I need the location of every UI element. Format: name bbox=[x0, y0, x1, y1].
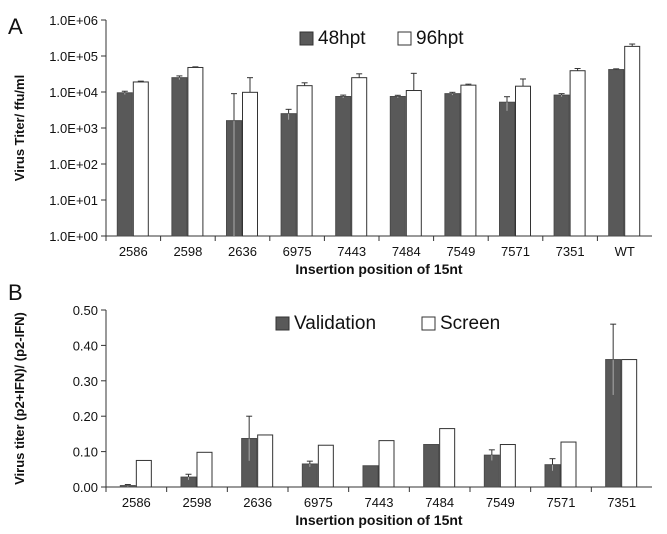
y-tick-label: 1.0E+03 bbox=[49, 121, 98, 136]
x-tick-label: 7549 bbox=[486, 495, 515, 510]
panel-a: A 1.0E+00 1.0E+01 1.0E+02 1.0E+03 1.0E+04 1.0E… bbox=[8, 13, 652, 277]
bar-48hpt-WT bbox=[608, 69, 625, 237]
bar-validation-7443 bbox=[362, 465, 379, 488]
y-tick-label: 1.0E+00 bbox=[49, 229, 98, 244]
y-tick-label: 1.0E+04 bbox=[49, 85, 98, 100]
panel-label: B bbox=[8, 280, 23, 305]
y-tick-label: 0.40 bbox=[73, 338, 98, 353]
bar-96hpt-7443 bbox=[351, 77, 368, 237]
panel-label: A bbox=[8, 14, 23, 39]
legend-swatch-validation bbox=[275, 316, 290, 331]
y-tick-label: 0.50 bbox=[73, 303, 98, 318]
legend-label-validation: Validation bbox=[294, 313, 376, 334]
legend-label-96hpt: 96hpt bbox=[416, 28, 464, 49]
bar-screen-7571 bbox=[560, 441, 577, 488]
y-tick-label: 1.0E+02 bbox=[49, 157, 98, 172]
x-tick-label: 6975 bbox=[283, 244, 312, 259]
y-axis-label: Virus titer (p2+IFN)/ (p2-IFN) bbox=[12, 312, 27, 485]
bar-96hpt-2598 bbox=[187, 66, 204, 237]
bar-screen-2586 bbox=[135, 459, 152, 488]
y-axis-label: Virus Titer/ ffu/ml bbox=[12, 75, 27, 181]
bar-48hpt-7484 bbox=[389, 95, 406, 237]
bar-96hpt-7484 bbox=[405, 90, 422, 237]
bar-screen-7549 bbox=[499, 444, 516, 488]
bar-screen-7484 bbox=[439, 428, 456, 488]
x-tick-label: 2586 bbox=[119, 244, 148, 259]
bar-96hpt-7571 bbox=[515, 85, 531, 237]
bar-48hpt-7571 bbox=[499, 101, 515, 237]
bar-screen-7443 bbox=[378, 440, 395, 488]
bar-96hpt-WT bbox=[624, 45, 641, 237]
x-tick-label: 7571 bbox=[501, 244, 530, 259]
bar-48hpt-6975 bbox=[280, 113, 297, 237]
bar-96hpt-7549 bbox=[460, 84, 477, 237]
legend-label-screen: Screen bbox=[440, 313, 500, 334]
x-tick-label: 7484 bbox=[425, 495, 454, 510]
x-tick-label: 7549 bbox=[446, 244, 475, 259]
x-tick-label: 7571 bbox=[547, 495, 576, 510]
y-tick-label: 0.30 bbox=[73, 374, 98, 389]
bar-96hpt-6975 bbox=[296, 85, 313, 237]
legend-swatch-96hpt bbox=[397, 31, 412, 46]
bar-screen-2598 bbox=[196, 451, 213, 488]
x-tick-label: 2636 bbox=[243, 495, 272, 510]
bar-48hpt-2586 bbox=[116, 92, 133, 237]
y-tick-label: 0.00 bbox=[73, 480, 98, 495]
bar-validation-7484 bbox=[423, 444, 440, 488]
legend-swatch-screen bbox=[421, 316, 436, 331]
x-axis-label: Insertion position of 15nt bbox=[295, 261, 463, 277]
x-tick-label: 7484 bbox=[392, 244, 421, 259]
bar-screen-2636 bbox=[257, 434, 274, 488]
x-axis-label: Insertion position of 15nt bbox=[295, 512, 463, 528]
bar-48hpt-2598 bbox=[171, 77, 188, 237]
x-tick-label: 2586 bbox=[122, 495, 151, 510]
bar-validation-6975 bbox=[301, 463, 318, 488]
x-tick-label: 6975 bbox=[304, 495, 333, 510]
y-tick-label: 0.10 bbox=[73, 445, 98, 460]
bar-96hpt-7351 bbox=[569, 70, 586, 237]
bar-screen-6975 bbox=[317, 444, 334, 488]
bar-screen-7351 bbox=[621, 359, 638, 488]
panel-b: B 0.00 0.10 0.20 0.30 0.40 0.50 2586 2598 2636 697… bbox=[8, 280, 652, 528]
y-tick-label: 1.0E+01 bbox=[49, 193, 98, 208]
y-tick-label: 1.0E+06 bbox=[49, 13, 98, 28]
x-tick-label: 2598 bbox=[173, 244, 202, 259]
x-tick-label: 7351 bbox=[607, 495, 636, 510]
y-tick-label: 1.0E+05 bbox=[49, 49, 98, 64]
x-tick-label: WT bbox=[615, 244, 635, 259]
bar-96hpt-2636 bbox=[242, 91, 258, 237]
legend-label-48hpt: 48hpt bbox=[318, 28, 366, 49]
x-tick-label: 7443 bbox=[365, 495, 394, 510]
bar-48hpt-7549 bbox=[444, 93, 461, 237]
bar-96hpt-2586 bbox=[132, 81, 149, 237]
x-tick-label: 2636 bbox=[228, 244, 257, 259]
x-tick-label: 7351 bbox=[556, 244, 585, 259]
x-tick-label: 2598 bbox=[183, 495, 212, 510]
x-tick-label: 7443 bbox=[337, 244, 366, 259]
bar-48hpt-7443 bbox=[335, 95, 352, 237]
bar-48hpt-7351 bbox=[553, 94, 570, 237]
legend-swatch-48hpt bbox=[299, 31, 314, 46]
y-tick-label: 0.20 bbox=[73, 409, 98, 424]
